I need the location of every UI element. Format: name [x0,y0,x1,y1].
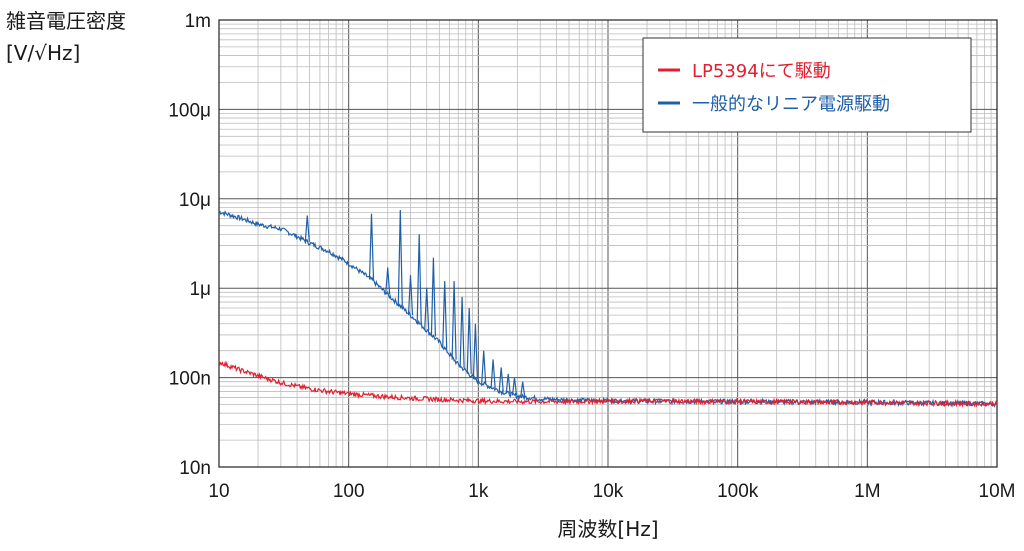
x-tick-label: 10k [593,481,624,502]
legend-label-linear: 一般的なリニア電源駆動 [692,94,890,115]
series-spike [304,215,310,242]
x-tick-label: 100k [717,481,759,502]
legend-label-lp5394: LP5394にて駆動 [692,61,831,82]
series-spike [385,267,391,295]
series-spike [459,296,465,368]
x-tick-label: 10M [979,481,1016,502]
series-spike [505,373,511,394]
series-line-0 [218,360,998,408]
series-spike [397,209,403,306]
y-tick-label: 10μ [179,190,211,211]
series-spike [430,257,436,337]
legend-box [642,37,972,133]
series-layer [218,209,998,408]
x-tick-label: 10 [208,481,229,502]
series-spike [481,350,487,385]
series-spike [520,381,526,397]
series-spike [424,288,430,331]
tick-labels: 10 100 1k 10k 100k 1M 10M 1m 100μ 10μ 1μ 100n 10n [168,11,1015,502]
y-tick-label: 10n [179,458,211,479]
series-spike [368,213,375,280]
legend: LP5394にて駆動 一般的なリニア電源駆動 [642,37,972,133]
y-tick-label: 1m [185,11,211,32]
y-axis-label-line2: [V/√Hz] [6,41,80,65]
plot-frame [218,19,998,468]
x-axis-label: 周波数[Hz] [557,517,658,541]
series-spike [498,367,504,392]
series-spike [472,323,478,380]
series-spike [416,234,422,324]
x-tick-label: 1k [468,481,489,502]
series-spike [451,281,457,360]
series-line-1 [218,209,998,408]
series-spike [407,275,414,316]
y-axis-label-line1: 雑音電圧密度 [6,9,126,33]
series-spike [466,307,472,374]
series-spike [511,377,518,396]
y-tick-label: 1μ [189,279,211,300]
series-spike [490,359,496,389]
y-tick-label: 100n [169,369,211,390]
series-spike [442,281,448,349]
x-tick-label: 100 [333,481,365,502]
y-tick-label: 100μ [168,100,211,121]
x-tick-label: 1M [854,481,880,502]
